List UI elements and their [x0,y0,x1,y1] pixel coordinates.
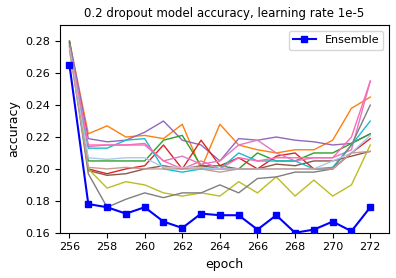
Ensemble [124,212,128,215]
Ensemble [349,230,354,233]
Ensemble [217,214,222,217]
Ensemble [67,63,72,67]
Ensemble [180,226,185,230]
Ensemble [142,205,147,209]
Ensemble [105,205,109,209]
Line: Ensemble: Ensemble [67,62,373,235]
Ensemble [199,212,204,215]
Ensemble [236,214,241,217]
Legend: Ensemble: Ensemble [289,31,383,50]
Ensemble [161,220,166,223]
Ensemble [274,214,279,217]
Ensemble [293,231,297,234]
X-axis label: epoch: epoch [206,258,244,271]
Ensemble [368,205,373,209]
Y-axis label: accuracy: accuracy [7,101,20,157]
Ensemble [255,228,260,231]
Ensemble [312,228,316,231]
Title: 0.2 dropout model accuracy, learning rate 1e-5: 0.2 dropout model accuracy, learning rat… [84,7,365,20]
Ensemble [330,220,335,223]
Ensemble [86,202,91,206]
